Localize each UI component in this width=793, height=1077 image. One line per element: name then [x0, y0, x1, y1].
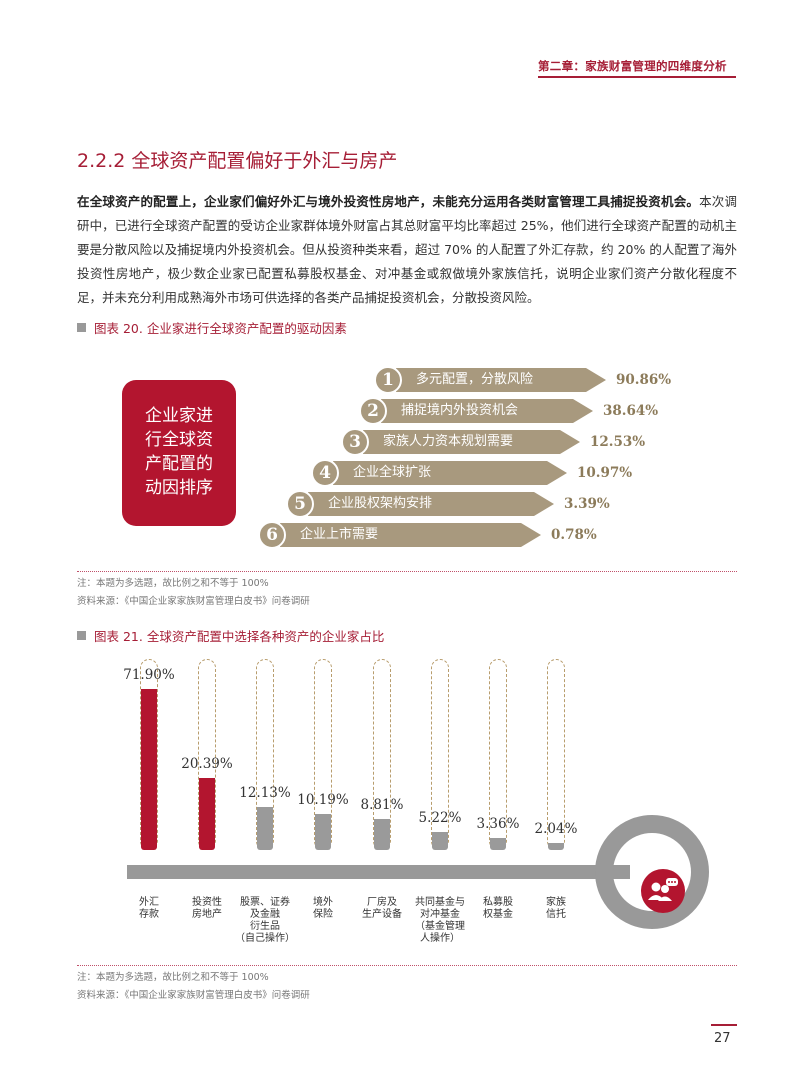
people-chat-icon: [641, 869, 685, 913]
category-label: 外汇 存款: [114, 897, 184, 921]
driver-rank-number: 6: [258, 521, 286, 549]
driver-label: 家族人力资本规划需要: [383, 434, 514, 449]
driver-label: 企业全球扩张: [353, 465, 432, 480]
category-label-line: 存款: [139, 909, 159, 920]
figure20-title: 图表 20. 企业家进行全球资产配置的驱动因素: [77, 318, 347, 337]
category-label: 厂房及 生产设备: [347, 897, 417, 921]
data-label: 20.39%: [181, 755, 233, 772]
page-number-rule: [711, 1024, 737, 1026]
category-label-line: 家族: [546, 897, 566, 908]
square-bullet-icon: [77, 323, 86, 332]
category-label-line: （基金管理: [415, 921, 465, 932]
data-label: 71.90%: [123, 667, 175, 683]
category-label-line: 私募股: [483, 897, 513, 908]
category-label: 股票、证券 及金融 衍生品 （自己操作）: [230, 897, 300, 945]
figure20-divider: [77, 571, 737, 572]
category-label-line: 衍生品: [250, 921, 280, 932]
driver-bar: [396, 368, 606, 392]
category-label: 私募股 权基金: [463, 897, 533, 921]
figure20-title-text: 图表 20. 企业家进行全球资产配置的驱动因素: [94, 321, 347, 336]
category-label-line: 外汇: [139, 897, 159, 908]
category-label-line: 厂房及: [367, 897, 397, 908]
data-label: 8.81%: [360, 796, 404, 813]
figure21-note: 注：本题为多选题，故比例之和不等于 100%: [77, 972, 269, 983]
category-label-line: 权基金: [483, 909, 513, 920]
driver-box-line: 产配置的: [145, 454, 213, 474]
category-label-line: 信托: [546, 909, 566, 920]
driver-label: 多元配置，分散风险: [416, 372, 534, 387]
category-label-line: 保险: [313, 909, 333, 920]
driver-percentage: 38.64%: [603, 403, 659, 419]
section-title: 2.2.2 全球资产配置偏好于外汇与房产: [77, 150, 398, 172]
category-label: 共同基金与 对冲基金 （基金管理 人操作）: [405, 897, 475, 945]
driver-label: 企业上市需要: [300, 527, 379, 542]
figure20-note: 注：本题为多选题，故比例之和不等于 100%: [77, 578, 269, 589]
driver-percentage: 3.39%: [564, 496, 610, 512]
data-label: 3.36%: [476, 816, 520, 833]
category-label-line: 及金融: [250, 909, 280, 920]
driver-bar: [363, 430, 580, 454]
driver-box-line: 企业家进: [145, 406, 213, 426]
paragraph-lead: 在全球资产的配置上，企业家们偏好外汇与境外投资性房地产，未能充分运用各类财富管理…: [77, 194, 700, 209]
bar: [141, 689, 157, 850]
driver-label: 企业股权架构安排: [328, 496, 433, 511]
driver-label: 捕捉境内外投资机会: [401, 403, 519, 418]
category-label-line: （自己操作）: [235, 933, 295, 944]
driver-rank-number: 5: [286, 490, 314, 518]
category-label-line: 股票、证券: [240, 897, 290, 908]
figure21-title: 图表 21. 全球资产配置中选择各种资产的企业家占比: [77, 626, 384, 645]
bar: [374, 818, 390, 850]
category-label-line: 房地产: [192, 909, 222, 920]
data-label: 5.22%: [418, 809, 462, 826]
figure21-divider: [77, 965, 737, 966]
driver-rank-number: 1: [374, 366, 402, 394]
driver-bar: [381, 399, 593, 423]
category-label: 境外 保险: [288, 897, 358, 921]
driver-percentage: 0.78%: [551, 527, 597, 543]
category-label: 投资性 房地产: [172, 897, 242, 921]
category-label-line: 生产设备: [362, 909, 402, 920]
chart-baseline: [127, 865, 630, 879]
data-label: 10.19%: [297, 791, 349, 808]
figure21-source: 资料来源：《中国企业家家族财富管理白皮书》问卷调研: [77, 990, 310, 1001]
paragraph-body: 本次调研中，已进行全球资产配置的受访企业家群体境外财富占其总财富平均比率超过 2…: [77, 194, 737, 305]
driver-percentage: 10.97%: [577, 465, 633, 481]
figure20-source: 资料来源：《中国企业家家族财富管理白皮书》问卷调研: [77, 596, 310, 607]
driver-rank-number: 4: [311, 459, 339, 487]
driver-rank-number: 2: [359, 397, 387, 425]
square-bullet-icon: [77, 631, 86, 640]
header-rule: [538, 76, 736, 78]
bar: [199, 777, 215, 850]
body-paragraph: 在全球资产的配置上，企业家们偏好外汇与境外投资性房地产，未能充分运用各类财富管理…: [77, 190, 737, 310]
driver-rank-number: 3: [341, 428, 369, 456]
bar: [548, 842, 564, 850]
category-label: 家族 信托: [521, 897, 591, 921]
category-label-line: 对冲基金: [420, 909, 460, 920]
ring-decoration: [595, 815, 709, 929]
driver-box-line: 行全球资: [145, 430, 213, 450]
driver-percentage: 90.86%: [616, 372, 672, 388]
driver-bar: [308, 492, 554, 516]
bar: [257, 807, 273, 850]
driver-box: 企业家进行全球资产配置的动因排序: [122, 380, 236, 526]
bar: [432, 831, 448, 850]
bar: [315, 813, 331, 850]
driver-bar: [333, 461, 567, 485]
page-number: 27: [714, 1031, 731, 1046]
driver-box-line: 动因排序: [145, 478, 213, 498]
bar: [490, 838, 506, 850]
category-label-line: 人操作）: [420, 933, 460, 944]
category-label-line: 境外: [313, 897, 333, 908]
data-label: 12.13%: [239, 785, 291, 802]
category-label-line: 共同基金与: [415, 897, 465, 908]
driver-percentage: 12.53%: [590, 434, 646, 450]
figure21-title-text: 图表 21. 全球资产配置中选择各种资产的企业家占比: [94, 629, 385, 644]
data-label: 2.04%: [534, 820, 578, 837]
category-label-line: 投资性: [192, 897, 222, 908]
chapter-header: 第二章：家族财富管理的四维度分析: [538, 59, 727, 73]
driver-bar: [280, 523, 541, 547]
